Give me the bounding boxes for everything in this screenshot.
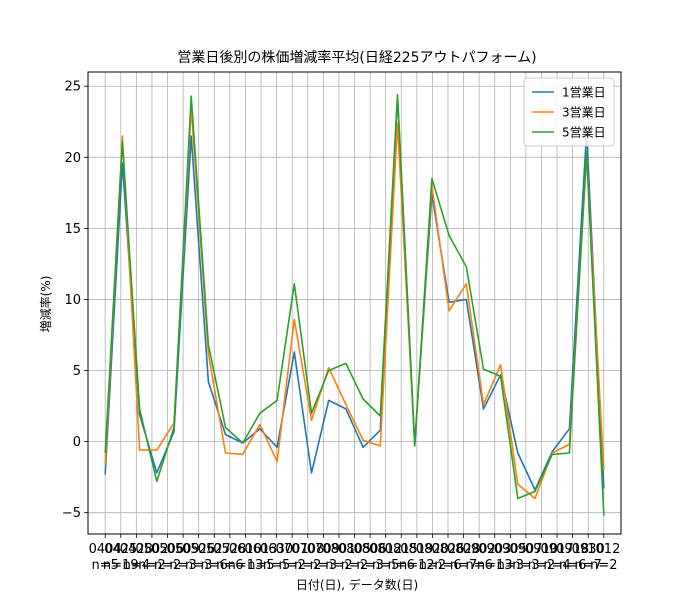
x-tick-sublabel: n=13 <box>477 558 513 573</box>
x-tick-sublabel: n=3 <box>512 558 539 573</box>
x-tick-label: 0905 <box>494 542 527 557</box>
x-tick-sublabel: n=2 <box>278 558 305 573</box>
x-tick-label: 0425 <box>104 542 137 557</box>
legend: 1営業日 3営業日 5営業日 <box>523 77 615 147</box>
plot-frame <box>87 71 622 535</box>
x-tick-sublabel: n=6 <box>201 558 228 573</box>
x-tick-sublabel: n=7 <box>450 558 477 573</box>
x-tick-label: 0917 <box>541 542 574 557</box>
x-tick-sublabel: n=6 <box>388 558 415 573</box>
x-tick-sublabel: n=2 <box>138 558 165 573</box>
x-tick-sublabel: n=2 <box>528 558 555 573</box>
x-tick-label: 0812 <box>369 542 402 557</box>
x-tick-label: 0820 <box>416 542 449 557</box>
series-layer <box>104 93 605 516</box>
x-tick-label: 0918 <box>556 542 589 557</box>
x-tick-label: 0910 <box>525 542 558 557</box>
x-tick-sublabel: n=2 <box>294 558 321 573</box>
x-tick-label: 0509 <box>167 542 200 557</box>
x-tick-label: 0428 <box>120 542 153 557</box>
y-axis-label: 増減率(%) <box>38 276 53 333</box>
x-tick-label: 0708 <box>291 542 324 557</box>
x-tick-label: 0819 <box>400 542 433 557</box>
x-tick-label: 0709 <box>307 542 340 557</box>
x-tick-sublabel: n=2 <box>419 558 446 573</box>
x-tick-sublabel: n=6 <box>434 558 461 573</box>
x-tick-label: 0526 <box>182 542 215 557</box>
x-tick-sublabel: n=3 <box>169 558 196 573</box>
x-tick-label: 0805 <box>338 542 371 557</box>
series-line-3 <box>104 93 605 516</box>
x-tick-label: 0610 <box>229 542 262 557</box>
x-tick-label: 0701 <box>276 542 309 557</box>
x-tick-sublabel: n=2 <box>590 558 617 573</box>
x-tick-label: 0930 <box>572 542 605 557</box>
y-tick-label: 0 <box>73 435 81 450</box>
x-tick-label: 0404 <box>89 542 122 557</box>
y-tick-label: 15 <box>64 222 81 237</box>
x-tick-layer: 0404n=50425n=190428n=40502n=20506n=20509… <box>89 534 620 573</box>
x-tick-label: 0826 <box>431 542 464 557</box>
x-tick-label: 0630 <box>260 542 293 557</box>
x-tick-sublabel: n=5 <box>91 558 118 573</box>
x-tick-sublabel: n=3 <box>497 558 524 573</box>
x-axis-label: 日付(日), データ数(日) <box>296 577 418 592</box>
y-tick-label: −5 <box>62 506 81 521</box>
x-tick-sublabel: n=2 <box>154 558 181 573</box>
x-tick-sublabel: n=4 <box>123 558 150 573</box>
x-tick-label: 0828 <box>447 542 480 557</box>
x-tick-sublabel: n=5 <box>263 558 290 573</box>
x-tick-label: 0502 <box>135 542 168 557</box>
x-tick-sublabel: n=2 <box>341 558 368 573</box>
x-tick-sublabel: n=12 <box>399 558 435 573</box>
legend-label: 1営業日 <box>562 86 606 100</box>
x-tick-sublabel: n=6 <box>216 558 243 573</box>
y-tick-label: 10 <box>64 293 81 308</box>
x-tick-label: 0907 <box>509 542 542 557</box>
x-tick-label: 0527 <box>198 542 231 557</box>
x-tick-sublabel: n=13 <box>228 558 264 573</box>
x-tick-sublabel: n=4 <box>543 558 570 573</box>
x-tick-sublabel: n=5 <box>247 558 274 573</box>
x-tick-sublabel: n=19 <box>103 558 139 573</box>
x-tick-sublabel: n=7 <box>575 558 602 573</box>
x-tick-label: 0806 <box>354 542 387 557</box>
y-tick-label: 5 <box>73 364 81 379</box>
legend-box <box>523 77 615 147</box>
y-tick-label: 20 <box>64 151 81 166</box>
x-tick-label: 0528 <box>213 542 246 557</box>
series-line-1 <box>104 95 605 491</box>
y-tick-label: 25 <box>64 80 81 95</box>
x-tick-sublabel: n=5 <box>372 558 399 573</box>
x-tick-label: 0506 <box>151 542 184 557</box>
chart-title: 営業日後別の株価増減率平均(日経225アウトパフォーム) <box>177 49 536 66</box>
x-tick-label: 0801 <box>322 542 355 557</box>
x-tick-sublabel: n=6 <box>559 558 586 573</box>
x-tick-sublabel: n=6 <box>465 558 492 573</box>
x-tick-sublabel: n=2 <box>325 558 352 573</box>
x-tick-label: 0902 <box>463 542 496 557</box>
x-tick-label: 0903 <box>478 542 511 557</box>
x-tick-label: 0815 <box>385 542 418 557</box>
x-tick-sublabel: n=3 <box>185 558 212 573</box>
x-tick-sublabel: n=3 <box>356 558 383 573</box>
legend-label: 5営業日 <box>562 126 606 140</box>
legend-label: 3営業日 <box>562 106 606 120</box>
x-tick-label: 1012 <box>587 542 620 557</box>
y-tick-layer: −5 0 5 10 15 20 25 <box>62 80 88 521</box>
x-tick-label: 0613 <box>244 542 277 557</box>
x-tick-sublabel: n=3 <box>310 558 337 573</box>
